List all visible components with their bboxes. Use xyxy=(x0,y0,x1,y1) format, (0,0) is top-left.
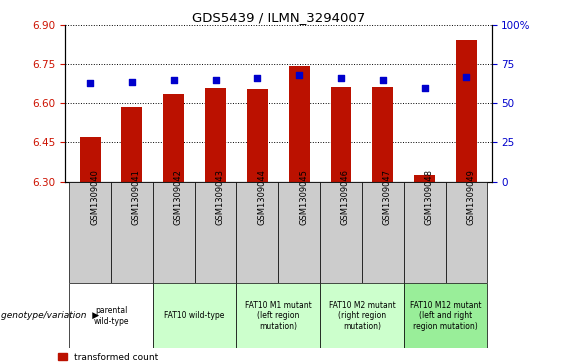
Point xyxy=(211,77,220,83)
Point xyxy=(337,76,346,81)
Point xyxy=(253,76,262,81)
Text: GSM1309047: GSM1309047 xyxy=(383,169,392,225)
Bar xyxy=(236,283,320,348)
Bar xyxy=(247,89,268,182)
Bar xyxy=(153,283,236,348)
Text: GSM1309045: GSM1309045 xyxy=(299,169,308,225)
Bar xyxy=(111,182,153,283)
Text: parental
wild-type: parental wild-type xyxy=(93,306,129,326)
Bar xyxy=(236,182,279,283)
Text: genotype/variation  ▶: genotype/variation ▶ xyxy=(1,311,99,320)
Bar xyxy=(80,137,101,182)
Bar xyxy=(446,182,488,283)
Point xyxy=(462,74,471,80)
Text: GSM1309048: GSM1309048 xyxy=(425,169,433,225)
Text: FAT10 M1 mutant
(left region
mutation): FAT10 M1 mutant (left region mutation) xyxy=(245,301,312,331)
Bar xyxy=(404,283,488,348)
Bar xyxy=(289,66,310,182)
Text: GSM1309049: GSM1309049 xyxy=(467,169,476,225)
Bar xyxy=(194,182,236,283)
Bar xyxy=(320,283,404,348)
Bar xyxy=(372,86,393,182)
Bar xyxy=(404,182,446,283)
Text: GSM1309042: GSM1309042 xyxy=(173,169,182,225)
Point xyxy=(169,77,178,83)
Bar xyxy=(153,182,194,283)
Bar xyxy=(320,182,362,283)
Bar xyxy=(69,283,153,348)
Bar xyxy=(163,94,184,182)
Bar xyxy=(279,182,320,283)
Text: GSM1309043: GSM1309043 xyxy=(215,169,224,225)
Legend: transformed count, percentile rank within the sample: transformed count, percentile rank withi… xyxy=(58,353,228,363)
Bar xyxy=(331,86,351,182)
Bar xyxy=(414,175,435,182)
Text: GSM1309046: GSM1309046 xyxy=(341,169,350,225)
Text: GSM1309044: GSM1309044 xyxy=(257,169,266,225)
Bar xyxy=(69,182,111,283)
Bar xyxy=(205,88,226,182)
Point xyxy=(127,79,136,85)
Bar xyxy=(362,182,404,283)
Text: GSM1309040: GSM1309040 xyxy=(90,169,99,225)
Bar xyxy=(456,40,477,182)
Text: FAT10 M12 mutant
(left and right
region mutation): FAT10 M12 mutant (left and right region … xyxy=(410,301,481,331)
Title: GDS5439 / ILMN_3294007: GDS5439 / ILMN_3294007 xyxy=(192,11,365,24)
Text: GSM1309041: GSM1309041 xyxy=(132,169,141,225)
Point xyxy=(85,80,94,86)
Point xyxy=(379,77,388,83)
Text: FAT10 M2 mutant
(right region
mutation): FAT10 M2 mutant (right region mutation) xyxy=(328,301,396,331)
Bar xyxy=(121,107,142,182)
Text: FAT10 wild-type: FAT10 wild-type xyxy=(164,311,225,320)
Point xyxy=(420,85,429,91)
Point xyxy=(295,73,304,78)
